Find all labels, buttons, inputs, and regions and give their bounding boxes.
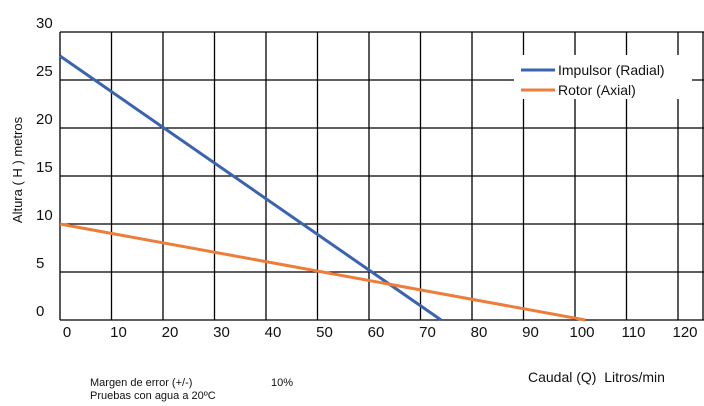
x-tick-label: 50 bbox=[316, 324, 333, 341]
x-tick-label: 100 bbox=[569, 324, 594, 341]
legend-label: Impulsor (Radial) bbox=[558, 62, 665, 78]
chart-series bbox=[59, 54, 586, 322]
x-axis-label: Caudal (Q) Litros/min bbox=[528, 369, 665, 385]
x-tick-label: 80 bbox=[471, 324, 488, 341]
legend-box bbox=[514, 55, 692, 99]
y-axis-label: Altura ( H ) metros bbox=[10, 116, 25, 223]
x-tick-label: 0 bbox=[63, 324, 71, 341]
note-label: Pruebas con agua a 20ºC bbox=[90, 390, 216, 402]
note-row: Margen de error (+/-) 10% bbox=[90, 377, 293, 390]
x-tick-label: 40 bbox=[265, 324, 282, 341]
y-tick-label: 20 bbox=[36, 111, 53, 128]
x-tick-label: 10 bbox=[110, 324, 127, 341]
x-axis-ticks: 0 10 20 30 40 50 60 70 80 90 100 110 120 bbox=[63, 324, 698, 341]
y-tick-label: 15 bbox=[36, 159, 53, 176]
test-notes: Margen de error (+/-) 10% Pruebas con ag… bbox=[90, 377, 293, 403]
y-tick-label: 5 bbox=[36, 255, 44, 272]
x-tick-label: 70 bbox=[419, 324, 436, 341]
legend-label: Rotor (Axial) bbox=[558, 82, 636, 98]
y-tick-label: 0 bbox=[36, 303, 44, 320]
x-tick-label: 30 bbox=[213, 324, 230, 341]
note-value: 10% bbox=[271, 377, 294, 389]
x-tick-label: 20 bbox=[162, 324, 179, 341]
y-tick-label: 30 bbox=[36, 15, 53, 32]
y-tick-label: 10 bbox=[36, 207, 53, 224]
x-tick-label: 110 bbox=[622, 324, 646, 341]
x-tick-label: 90 bbox=[522, 324, 539, 341]
note-label: Margen de error (+/-) bbox=[90, 377, 193, 389]
x-tick-label: 120 bbox=[672, 324, 697, 341]
y-axis-ticks: 30 25 20 15 10 5 0 bbox=[36, 15, 53, 320]
series-line bbox=[59, 54, 442, 322]
y-tick-label: 25 bbox=[36, 63, 53, 80]
chart-legend: Impulsor (Radial) Rotor (Axial) bbox=[514, 55, 692, 99]
note-row: Pruebas con agua a 20ºC bbox=[90, 390, 293, 403]
series-line bbox=[59, 222, 586, 322]
x-tick-label: 60 bbox=[368, 324, 385, 341]
